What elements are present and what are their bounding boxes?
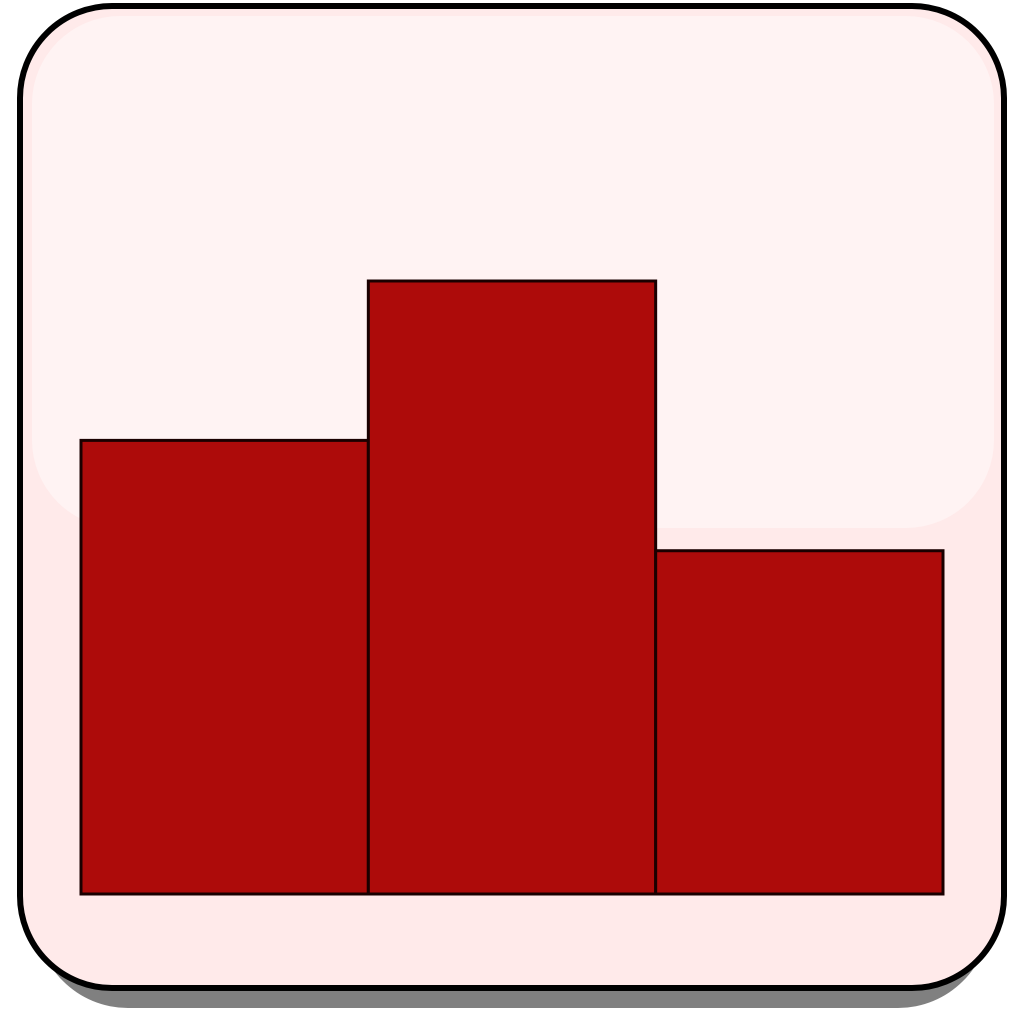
bar-left bbox=[79, 438, 370, 896]
bar-middle bbox=[366, 279, 658, 896]
bars-group bbox=[79, 279, 945, 896]
icon-highlight bbox=[32, 16, 994, 528]
bar-right bbox=[654, 549, 945, 896]
